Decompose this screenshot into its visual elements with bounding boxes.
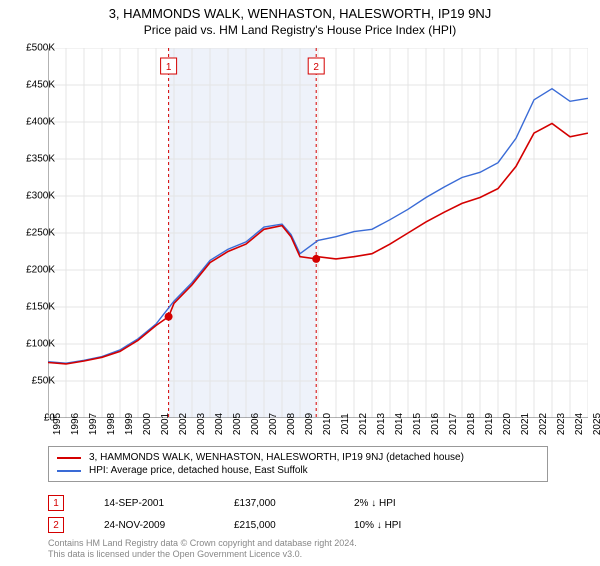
y-tick-label: £400K — [26, 117, 55, 128]
legend-row: 3, HAMMONDS WALK, WENHASTON, HALESWORTH,… — [57, 451, 539, 464]
x-tick-label: 2013 — [376, 413, 387, 435]
sales-table: 1 14-SEP-2001 £137,000 2% ↓ HPI 2 24-NOV-2009… — [48, 492, 548, 536]
sale-delta: 10% ↓ HPI — [354, 520, 401, 531]
y-tick-label: £450K — [26, 80, 55, 91]
x-tick-label: 2019 — [484, 413, 495, 435]
legend-label: 3, HAMMONDS WALK, WENHASTON, HALESWORTH,… — [89, 452, 464, 463]
x-tick-label: 2018 — [466, 413, 477, 435]
sale-price: £215,000 — [234, 520, 314, 531]
sale-marker-icon: 1 — [48, 495, 64, 511]
chart-title: 3, HAMMONDS WALK, WENHASTON, HALESWORTH,… — [0, 6, 600, 21]
x-tick-label: 1997 — [88, 413, 99, 435]
legend-swatch — [57, 470, 81, 472]
y-tick-label: £200K — [26, 265, 55, 276]
x-tick-label: 1996 — [70, 413, 81, 435]
x-tick-label: 2021 — [520, 413, 531, 435]
x-tick-label: 2015 — [412, 413, 423, 435]
legend-swatch — [57, 457, 81, 459]
x-tick-label: 2011 — [340, 413, 351, 435]
footer-attribution: Contains HM Land Registry data © Crown c… — [48, 538, 357, 560]
y-tick-label: £50K — [32, 376, 55, 387]
x-tick-label: 2022 — [538, 413, 549, 435]
x-tick-label: 2003 — [196, 413, 207, 435]
chart-svg: 12 — [48, 48, 588, 418]
y-tick-label: £250K — [26, 228, 55, 239]
y-tick-label: £350K — [26, 154, 55, 165]
y-tick-label: £300K — [26, 191, 55, 202]
x-tick-label: 2004 — [214, 413, 225, 435]
sale-row: 1 14-SEP-2001 £137,000 2% ↓ HPI — [48, 492, 548, 514]
legend-row: HPI: Average price, detached house, East… — [57, 464, 539, 477]
footer-line-2: This data is licensed under the Open Gov… — [48, 549, 357, 560]
svg-text:2: 2 — [313, 62, 319, 73]
y-tick-label: £150K — [26, 302, 55, 313]
legend-box: 3, HAMMONDS WALK, WENHASTON, HALESWORTH,… — [48, 446, 548, 482]
chart-subtitle: Price paid vs. HM Land Registry's House … — [0, 23, 600, 37]
x-tick-label: 2024 — [574, 413, 585, 435]
y-tick-label: £500K — [26, 43, 55, 54]
sale-date: 24-NOV-2009 — [104, 520, 194, 531]
chart-area: 12 — [48, 48, 588, 418]
x-tick-label: 2006 — [250, 413, 261, 435]
x-tick-label: 1999 — [124, 413, 135, 435]
sale-delta: 2% ↓ HPI — [354, 498, 396, 509]
x-tick-label: 2009 — [304, 413, 315, 435]
sale-price: £137,000 — [234, 498, 314, 509]
x-tick-label: 2020 — [502, 413, 513, 435]
x-tick-label: 1995 — [52, 413, 63, 435]
x-tick-label: 2001 — [160, 413, 171, 435]
x-tick-label: 2007 — [268, 413, 279, 435]
x-tick-label: 2025 — [592, 413, 600, 435]
x-tick-label: 2012 — [358, 413, 369, 435]
legend-label: HPI: Average price, detached house, East… — [89, 465, 308, 476]
sale-date: 14-SEP-2001 — [104, 498, 194, 509]
x-tick-label: 2014 — [394, 413, 405, 435]
sale-marker-icon: 2 — [48, 517, 64, 533]
x-tick-label: 2008 — [286, 413, 297, 435]
x-tick-label: 2016 — [430, 413, 441, 435]
x-tick-label: 2002 — [178, 413, 189, 435]
footer-line-1: Contains HM Land Registry data © Crown c… — [48, 538, 357, 549]
svg-text:1: 1 — [166, 62, 172, 73]
x-tick-label: 2010 — [322, 413, 333, 435]
chart-container: 3, HAMMONDS WALK, WENHASTON, HALESWORTH,… — [0, 6, 600, 566]
y-tick-label: £100K — [26, 339, 55, 350]
x-tick-label: 2000 — [142, 413, 153, 435]
x-tick-label: 1998 — [106, 413, 117, 435]
x-tick-label: 2017 — [448, 413, 459, 435]
x-tick-label: 2023 — [556, 413, 567, 435]
sale-row: 2 24-NOV-2009 £215,000 10% ↓ HPI — [48, 514, 548, 536]
x-tick-label: 2005 — [232, 413, 243, 435]
